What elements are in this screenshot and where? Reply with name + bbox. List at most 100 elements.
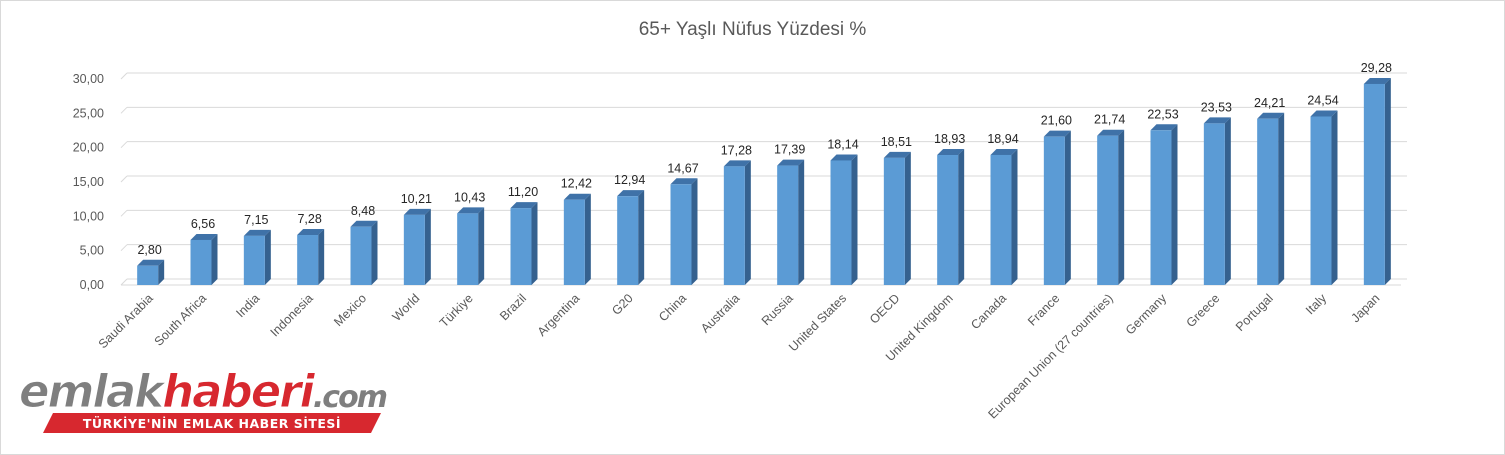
bar-top [883, 151, 911, 158]
bar-top [1363, 77, 1391, 84]
data-label: 18,51 [881, 135, 912, 149]
data-label: 21,60 [1041, 114, 1072, 128]
bar [243, 235, 265, 285]
bar [1203, 123, 1225, 285]
bar-side [211, 233, 218, 285]
bar-top [1097, 129, 1125, 136]
bar [510, 208, 532, 285]
data-label: 6,56 [191, 217, 215, 231]
bar-top [937, 149, 965, 156]
bar [777, 165, 799, 285]
bar-top [510, 202, 538, 209]
bar [937, 155, 959, 285]
bar-top [1150, 124, 1178, 131]
bar-top [1257, 112, 1285, 119]
bar-top [617, 190, 645, 197]
bar-side [638, 190, 645, 285]
bar-side [904, 151, 911, 285]
bar [563, 199, 585, 285]
x-tick-label: Canada [968, 291, 1009, 332]
bar-top [243, 229, 271, 236]
gridline-side [120, 209, 128, 217]
bar-side [851, 154, 858, 285]
data-label: 18,94 [987, 132, 1018, 146]
bar [617, 196, 639, 285]
x-tick-label: Mexico [331, 291, 369, 329]
bar-top [1203, 117, 1231, 124]
svg-text:emlakhaberi.com: emlakhaberi.com [19, 365, 387, 418]
bar [1363, 83, 1385, 285]
x-tick-label: United States [786, 291, 849, 354]
emlakhaberi-logo: emlakhaberi.com TÜRKİYE'NİN EMLAK HABER … [19, 365, 387, 433]
x-tick-label: South Africa [152, 291, 210, 349]
data-label: 11,20 [508, 185, 538, 199]
logo-tagline: TÜRKİYE'NİN EMLAK HABER SİTESİ [83, 416, 341, 431]
bar [830, 160, 852, 285]
bar-top [990, 148, 1018, 155]
y-tick-label: 15,00 [73, 175, 104, 189]
bar [883, 157, 905, 285]
logo-text-com: .com [313, 380, 387, 415]
x-tick-label: G20 [609, 291, 636, 318]
gridline-side [120, 141, 128, 149]
bar-top [830, 154, 858, 161]
bar-side [1278, 112, 1285, 286]
bar-top [1043, 130, 1071, 137]
bar [297, 235, 319, 285]
logo-text-haberi: haberi [162, 365, 315, 418]
bar-side [584, 193, 591, 285]
x-tick-label: Germany [1123, 291, 1170, 338]
logo-text-emlak: emlak [19, 365, 167, 418]
x-tick-label: China [656, 291, 689, 324]
bar [1150, 130, 1172, 285]
bar [190, 239, 212, 285]
x-tick-label: Japan [1348, 291, 1382, 325]
bar [1097, 135, 1119, 285]
gridline-side [120, 278, 128, 286]
y-tick-label: 5,00 [80, 244, 104, 258]
chart-title: 65+ Yaşlı Nüfus Yüzdesi % [638, 19, 867, 40]
bar-top [137, 259, 165, 266]
bar-top [670, 178, 698, 185]
bar-side [1384, 77, 1391, 285]
bar-top [297, 229, 325, 236]
data-label: 24,54 [1307, 93, 1338, 107]
bar [723, 166, 745, 285]
bar-side [318, 229, 325, 285]
bar [1257, 118, 1279, 286]
y-tick-label: 25,00 [73, 106, 104, 120]
bar-top [563, 193, 591, 200]
bar-side [958, 149, 965, 285]
bar [403, 214, 425, 285]
bar-top [457, 207, 485, 214]
x-tick-label: Russia [759, 291, 796, 328]
bar-side [1064, 130, 1071, 285]
y-tick-label: 0,00 [80, 278, 104, 292]
x-tick-label: Argentina [535, 291, 583, 339]
bar-side [478, 207, 485, 285]
data-label: 18,14 [827, 137, 858, 151]
bar-side [531, 202, 538, 285]
data-label: 7,15 [244, 213, 268, 227]
bar-side [264, 229, 271, 285]
bar-side [158, 259, 165, 285]
bar [350, 226, 372, 285]
data-label: 12,42 [561, 177, 592, 191]
data-label: 14,67 [667, 161, 698, 175]
x-tick-label: France [1025, 291, 1062, 328]
data-label: 12,94 [614, 173, 645, 187]
data-label: 22,53 [1147, 107, 1178, 121]
y-tick-label: 10,00 [73, 209, 104, 223]
logo-red-ribbon [43, 413, 381, 433]
bar-top [1310, 110, 1338, 117]
x-tick-label: World [390, 291, 423, 324]
bar [457, 213, 479, 285]
gridline-side [120, 106, 128, 114]
bar-top [190, 233, 218, 240]
bar-side [744, 160, 751, 285]
x-tick-label: India [233, 291, 262, 320]
gridline-side [120, 175, 128, 183]
data-label: 23,53 [1201, 100, 1232, 114]
